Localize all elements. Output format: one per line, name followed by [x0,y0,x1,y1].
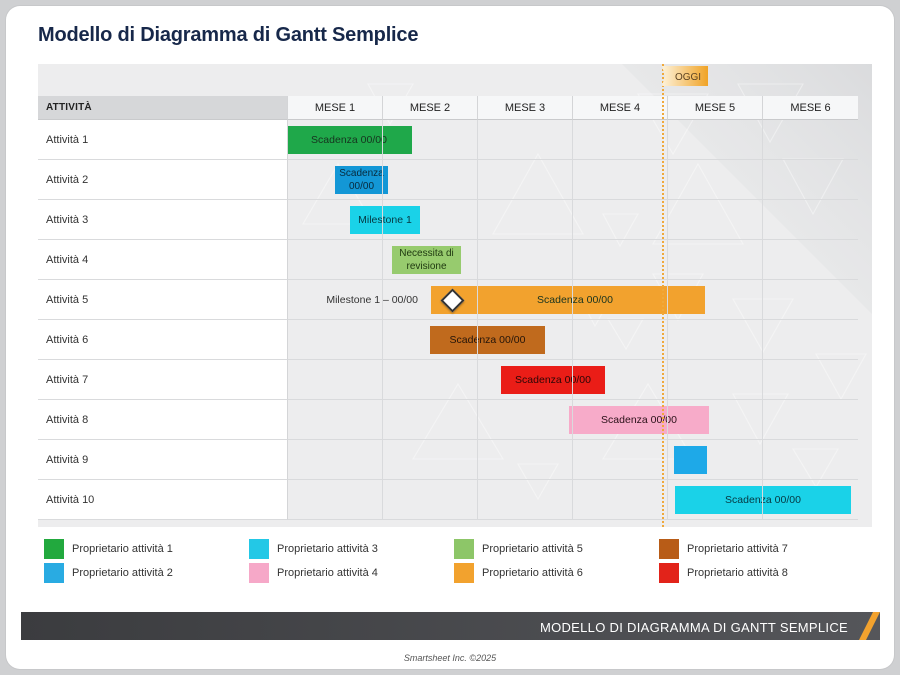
svg-text:OGGI: OGGI [675,72,701,83]
